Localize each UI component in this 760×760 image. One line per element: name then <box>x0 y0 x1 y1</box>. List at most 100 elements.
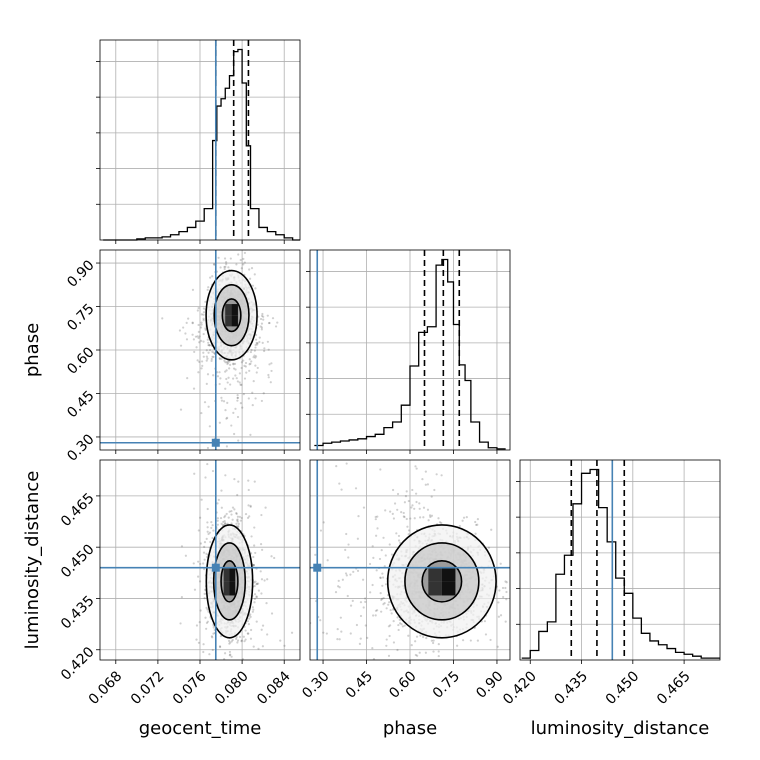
sample-point <box>354 487 358 490</box>
sample-point <box>409 517 412 520</box>
sample-point <box>425 636 428 640</box>
sample-point <box>340 630 343 633</box>
sample-point <box>243 261 246 264</box>
sample-point <box>253 526 256 529</box>
sample-point <box>243 251 247 255</box>
sample-point <box>239 519 242 522</box>
sample-point <box>339 616 342 619</box>
sample-point <box>295 624 297 626</box>
sample-point <box>379 576 382 580</box>
sample-point <box>211 350 214 353</box>
sample-point <box>230 522 233 525</box>
sample-point <box>278 542 280 544</box>
sample-point <box>398 618 401 621</box>
sample-point <box>411 488 414 492</box>
sample-point <box>192 338 195 341</box>
sample-point <box>192 562 195 565</box>
sample-point <box>260 513 263 517</box>
panel-content <box>100 250 300 450</box>
sample-point <box>228 654 231 657</box>
sample-point <box>195 346 198 349</box>
sample-point <box>205 606 208 609</box>
sample-point <box>202 319 205 322</box>
sample-point <box>314 553 317 556</box>
sample-point <box>205 621 209 625</box>
sample-point <box>244 638 247 641</box>
sample-point <box>248 358 251 361</box>
sample-point <box>202 307 206 310</box>
sample-point <box>263 347 266 350</box>
sample-point <box>206 338 209 341</box>
sample-point <box>261 624 265 627</box>
sample-point <box>375 534 378 537</box>
sample-point <box>374 614 377 617</box>
sample-point <box>411 504 414 507</box>
sample-point <box>248 363 251 366</box>
sample-point <box>233 362 237 365</box>
sample-point <box>211 469 215 473</box>
sample-point <box>227 376 230 379</box>
sample-point <box>364 624 367 627</box>
sample-point <box>232 411 235 414</box>
sample-point <box>372 658 376 660</box>
sample-point <box>270 555 273 558</box>
sample-point <box>397 623 400 627</box>
sample-point <box>227 266 230 269</box>
sample-point <box>505 590 508 594</box>
sample-point <box>498 589 501 592</box>
sample-point <box>249 277 252 280</box>
sample-point <box>220 396 223 399</box>
sample-point <box>223 652 227 655</box>
sample-point <box>349 573 352 576</box>
sample-point <box>208 349 212 352</box>
sample-point <box>380 664 382 666</box>
sample-point <box>224 265 227 268</box>
sample-point <box>505 581 508 584</box>
sample-point <box>239 664 241 666</box>
sample-point <box>372 614 375 617</box>
sample-point <box>250 348 253 352</box>
sample-point <box>247 397 250 400</box>
sample-point <box>223 516 226 519</box>
sample-point <box>193 588 197 591</box>
sample-point <box>437 654 440 658</box>
sample-point <box>205 627 208 630</box>
y-tick-label: 0.450 <box>58 542 98 582</box>
y-tick-label: 0.420 <box>58 644 98 684</box>
sample-point <box>338 586 341 589</box>
sample-point <box>402 511 405 515</box>
sample-point <box>204 476 207 479</box>
sample-point <box>243 640 246 643</box>
sample-point <box>244 699 246 701</box>
sample-point <box>268 321 271 325</box>
sample-point <box>244 361 248 365</box>
sample-point <box>238 515 241 518</box>
sample-point <box>206 620 209 623</box>
sample-point <box>322 521 325 524</box>
sample-point <box>253 480 256 483</box>
sample-point <box>236 396 239 399</box>
sample-point <box>266 340 269 343</box>
sample-point <box>206 462 209 466</box>
sample-point <box>207 343 210 347</box>
sample-point <box>251 404 254 407</box>
sample-point <box>259 325 262 328</box>
sample-point <box>253 593 257 596</box>
sample-point <box>212 626 215 629</box>
sample-point <box>224 514 227 517</box>
sample-point <box>484 633 488 636</box>
sample-point <box>389 609 392 612</box>
sample-point <box>220 506 223 509</box>
sample-point <box>204 327 207 330</box>
sample-point <box>238 635 242 639</box>
sample-point <box>385 638 388 641</box>
sample-point <box>199 542 203 545</box>
sample-point <box>246 620 249 623</box>
sample-point <box>438 521 442 524</box>
sample-point <box>432 650 435 653</box>
sample-point <box>236 380 239 383</box>
sample-point <box>212 374 215 377</box>
sample-point <box>200 321 203 324</box>
sample-point <box>219 516 223 520</box>
sample-point <box>259 317 263 321</box>
